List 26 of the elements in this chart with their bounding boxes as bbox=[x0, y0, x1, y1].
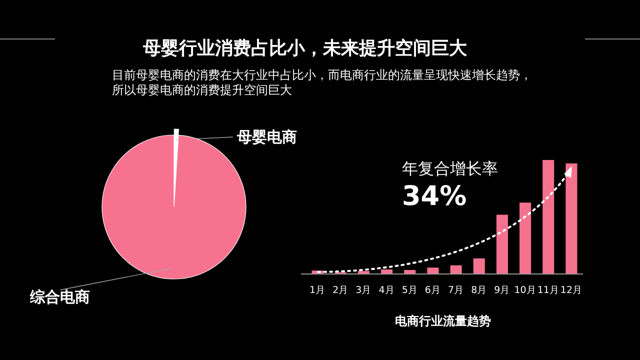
slice-label: 母婴电商 bbox=[236, 128, 297, 146]
x-tick-label: 3月 bbox=[356, 285, 372, 296]
x-tick-label: 2月 bbox=[332, 285, 349, 296]
x-tick-label: 6月 bbox=[424, 285, 441, 296]
x-tick-label: 9月 bbox=[494, 285, 510, 296]
x-tick-label: 12月 bbox=[560, 285, 583, 296]
annotation: 34% bbox=[402, 181, 467, 212]
x-tick-label: 5月 bbox=[402, 285, 418, 296]
x-tick-label: 10月 bbox=[514, 285, 536, 296]
x-tick-label: 4月 bbox=[378, 285, 395, 296]
x-tick-label: 1月 bbox=[310, 285, 326, 296]
bar bbox=[566, 163, 578, 274]
annotation: 年复合增长率 bbox=[402, 159, 498, 178]
text: 目前母婴电商的消费在大行业中占比小，而电商行业的流量呈现快速增长趋势，所以母婴电商的消费提升空间巨大 bbox=[112, 68, 532, 98]
x-tick-label: 7月 bbox=[448, 285, 464, 296]
bar bbox=[496, 214, 508, 274]
x-tick-label: 8月 bbox=[471, 285, 488, 296]
bar bbox=[473, 258, 485, 274]
x-tick-label: 11月 bbox=[537, 285, 560, 296]
bar bbox=[427, 268, 439, 274]
bar bbox=[520, 202, 532, 274]
chart-title: 母婴行业消费占比小，未来提升空间巨大 bbox=[142, 37, 468, 60]
slice-label: 综合电商 bbox=[29, 288, 90, 306]
bar bbox=[542, 160, 554, 274]
x-axis-title: 电商行业流量趋势 bbox=[395, 314, 491, 328]
bar bbox=[450, 265, 462, 274]
